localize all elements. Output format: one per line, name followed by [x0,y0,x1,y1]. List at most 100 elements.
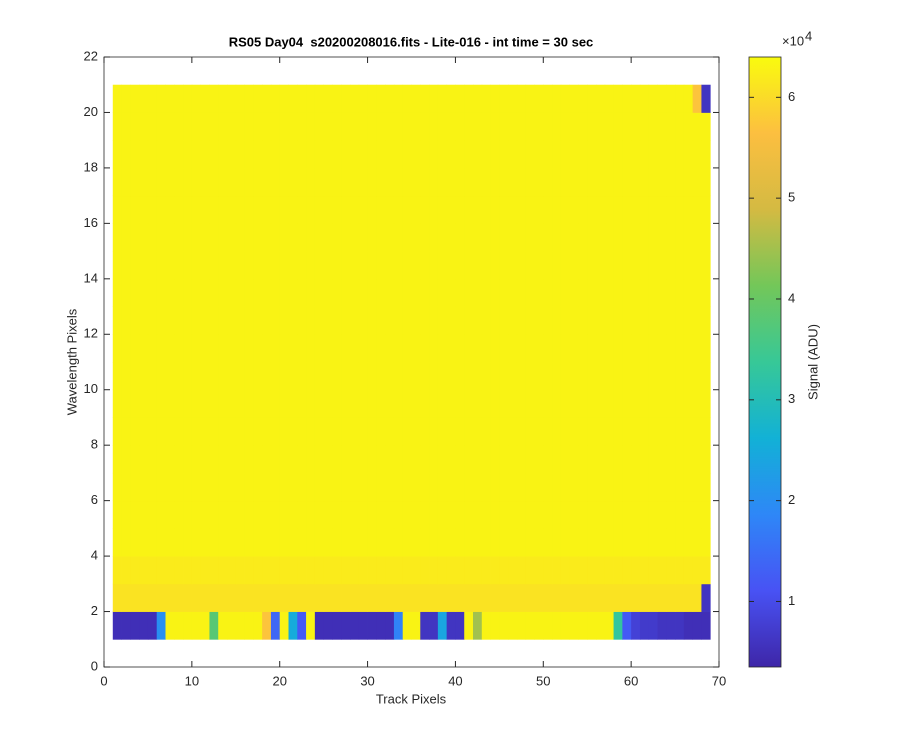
heatmap-cell [314,583,325,612]
heatmap-cell [613,112,623,141]
heatmap-cell [499,362,509,391]
heatmap-cell [288,472,298,502]
heatmap-cell [288,528,298,557]
heatmap-cell [121,223,131,252]
heatmap-cell [683,528,694,557]
heatmap-cell [622,223,632,252]
heatmap-cell [314,528,325,557]
heatmap-cell [534,306,544,335]
heatmap-cell [587,611,597,640]
heatmap-cell [358,472,368,502]
heatmap-cell [235,140,245,169]
heatmap-cell [446,195,456,224]
heatmap-cell [622,389,632,418]
heatmap-cell [270,306,281,335]
heatmap-cell [648,167,658,197]
heatmap-cell [622,472,632,502]
heatmap-cell [165,167,175,197]
heatmap-cell [218,84,228,113]
heatmap-cell [437,472,448,502]
heatmap-cell [464,528,474,557]
heatmap-cell [341,389,351,418]
x-axis-label: Track Pixels [376,691,447,706]
heatmap-cell [613,251,623,280]
heatmap-cell [613,389,623,418]
heatmap-cell [147,500,158,529]
heatmap-cell [534,500,544,529]
heatmap-cell [490,583,500,612]
heatmap-cell [473,445,483,474]
heatmap-cell [130,362,140,391]
y-tick-label: 22 [84,48,98,63]
heatmap-cell [279,334,289,363]
heatmap-cell [543,389,553,418]
heatmap-cell [174,223,184,252]
heatmap-cell [622,306,632,335]
heatmap-cell [288,389,298,418]
heatmap-cell [270,278,281,307]
heatmap-cell [622,362,632,391]
heatmap-cell [130,84,140,113]
heatmap-cell [200,500,210,529]
heatmap-cell [297,223,307,252]
heatmap-cell [473,611,483,640]
heatmap-cell [692,195,702,224]
heatmap-cell [569,556,579,585]
heatmap-cell [297,306,307,335]
heatmap-cell [578,251,588,280]
heatmap-cell [385,278,395,307]
heatmap-cell [552,334,562,363]
heatmap-cell [297,389,307,418]
heatmap-cell [147,583,158,612]
heatmap-cell [279,417,289,446]
heatmap-cell [350,445,360,474]
heatmap-cell [244,140,254,169]
heatmap-cell [200,362,210,391]
heatmap-cell [139,472,149,502]
heatmap-cell [446,112,456,141]
heatmap-cell [402,500,412,529]
heatmap-cell [578,445,588,474]
heatmap-cell [534,472,544,502]
heatmap-cell [648,528,658,557]
heatmap-cell [306,112,316,141]
heatmap-cell [393,445,404,474]
heatmap-cell [174,445,184,474]
colorbar-label: Signal (ADU) [805,324,820,400]
heatmap-cell [464,611,474,640]
heatmap-cell [385,251,395,280]
heatmap-cell [613,611,623,640]
heatmap-cell [587,334,597,363]
heatmap-cell [604,500,614,529]
heatmap-cell [323,389,333,418]
heatmap-cell [569,112,579,141]
heatmap-cell [156,278,166,307]
heatmap-cell [411,611,421,640]
heatmap-cell [262,195,272,224]
heatmap-cell [648,417,658,446]
heatmap-cell [156,334,166,363]
heatmap-cell [156,112,166,141]
heatmap-cell [376,445,386,474]
heatmap-cell [683,306,694,335]
heatmap-cell [341,362,351,391]
heatmap-cell [666,112,676,141]
heatmap-cell [209,500,219,529]
heatmap-cell [235,251,245,280]
heatmap-cell [156,528,166,557]
heatmap-cell [657,611,667,640]
heatmap-cell [314,112,325,141]
heatmap-cell [420,500,430,529]
heatmap-cell [596,528,606,557]
heatmap-cell [683,195,694,224]
heatmap-cell [227,195,237,224]
heatmap-cell [121,195,131,224]
heatmap-cell [270,611,281,640]
heatmap-cell [481,195,491,224]
heatmap-cell [481,556,491,585]
heatmap-cell [420,223,430,252]
heatmap-cell [139,445,149,474]
heatmap-cell [200,417,210,446]
heatmap-cell [490,84,500,113]
heatmap-cell [288,140,298,169]
